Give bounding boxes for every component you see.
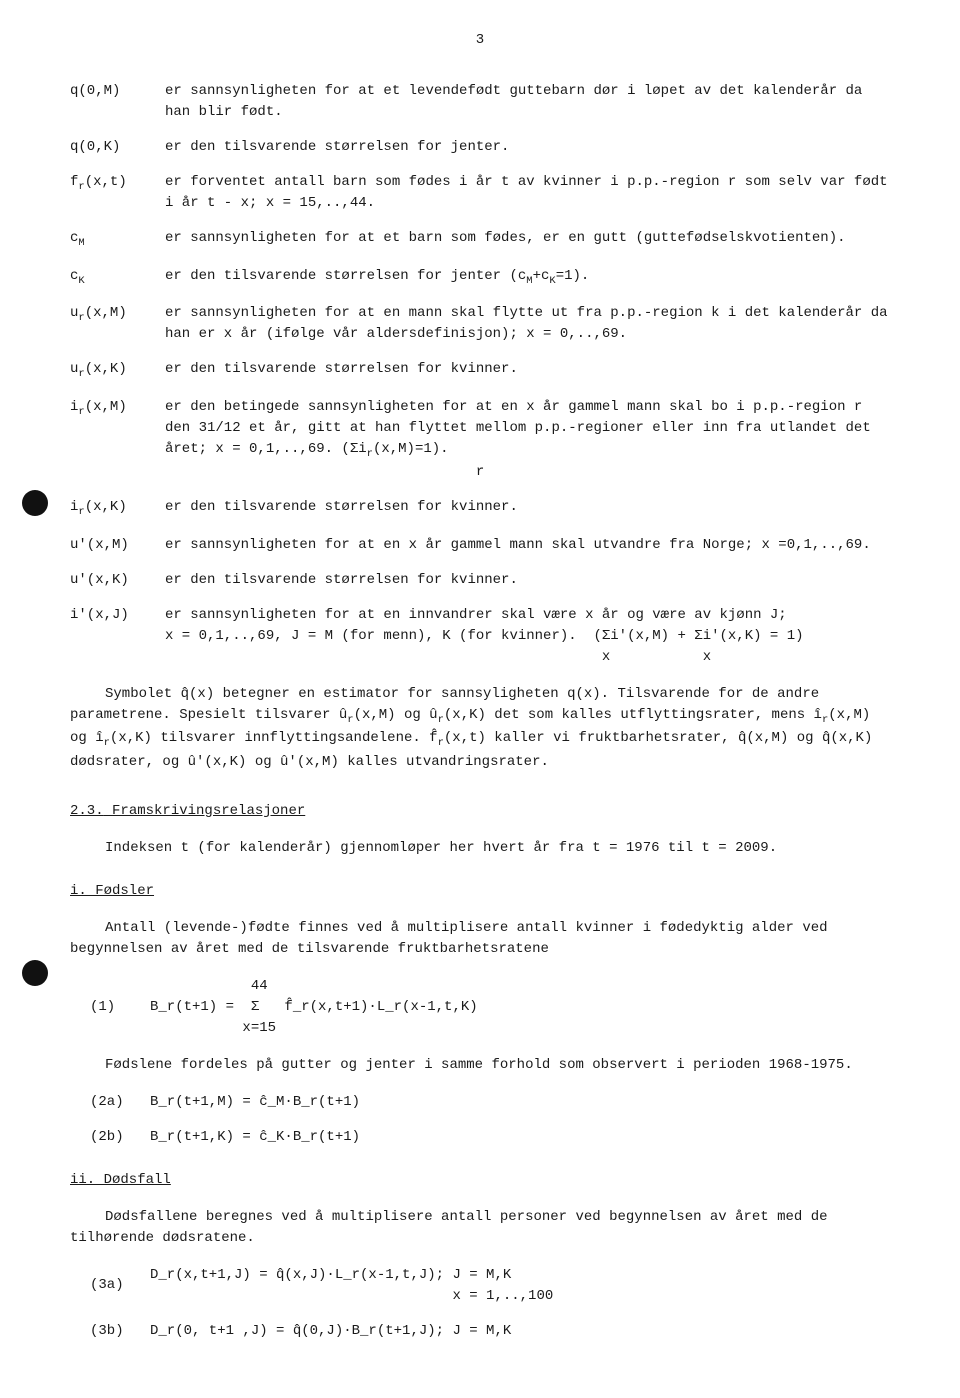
definition-symbol: cM bbox=[70, 228, 165, 252]
definition-symbol: fr(x,t) bbox=[70, 172, 165, 196]
page-number: 3 bbox=[70, 30, 890, 51]
definition-text: er den tilsvarende størrelsen for jenter… bbox=[165, 266, 890, 290]
definition-text: er den tilsvarende størrelsen for kvinne… bbox=[165, 359, 890, 380]
definition-symbol: u'(x,M) bbox=[70, 535, 165, 556]
equation-1: (1) 44 B_r(t+1) = Σ f̂_r(x,t+1)·L_r(x-1,… bbox=[90, 976, 890, 1039]
punch-hole-icon bbox=[22, 490, 48, 516]
definition-text: er sannsynligheten for at en innvandrer … bbox=[165, 605, 890, 668]
estimator-paragraph: Symbolet q̂(x) betegner en estimator for… bbox=[70, 684, 890, 773]
definition-symbol: cK bbox=[70, 266, 165, 290]
definition-symbol: q(0,K) bbox=[70, 137, 165, 158]
equation-body: D_r(x,t+1,J) = q̂(x,J)·L_r(x-1,t,J); J =… bbox=[150, 1265, 553, 1307]
definition-text: er sannsynligheten for at en mann skal f… bbox=[165, 303, 890, 345]
subsection-i-heading: i. Fødsler bbox=[70, 881, 890, 902]
definition-row: ur(x,M)er sannsynligheten for at en mann… bbox=[70, 303, 890, 345]
equation-number: (2b) bbox=[90, 1127, 150, 1148]
equation-2b: (2b) B_r(t+1,K) = ĉ_K·B_r(t+1) bbox=[90, 1127, 890, 1148]
definition-row: u'(x,K)er den tilsvarende størrelsen for… bbox=[70, 570, 890, 591]
definition-row: ur(x,K)er den tilsvarende størrelsen for… bbox=[70, 359, 890, 383]
section-intro: Indeksen t (for kalenderår) gjennomløper… bbox=[70, 838, 890, 859]
definition-row: ir(x,M)er den betingede sannsynligheten … bbox=[70, 397, 890, 484]
definition-row: fr(x,t)er forventet antall barn som føde… bbox=[70, 172, 890, 214]
subsection-i-para: Antall (levende-)fødte finnes ved å mult… bbox=[70, 918, 890, 960]
definition-symbol: ur(x,K) bbox=[70, 359, 165, 383]
subsection-ii-para: Dødsfallene beregnes ved å multiplisere … bbox=[70, 1207, 890, 1249]
equation-3b: (3b) D_r(0, t+1 ,J) = q̂(0,J)·B_r(t+1,J)… bbox=[90, 1321, 890, 1342]
definition-text: er sannsynligheten for at et levendefødt… bbox=[165, 81, 890, 123]
section-heading: 2.3. Framskrivingsrelasjoner bbox=[70, 801, 890, 822]
definition-text: er den tilsvarende størrelsen for kvinne… bbox=[165, 570, 890, 591]
punch-hole-icon bbox=[22, 960, 48, 986]
equation-body: B_r(t+1,M) = ĉ_M·B_r(t+1) bbox=[150, 1092, 360, 1113]
definitions-list: q(0,M)er sannsynligheten for at et leven… bbox=[70, 81, 890, 668]
definition-text: er den betingede sannsynligheten for at … bbox=[165, 397, 890, 484]
definition-row: cMer sannsynligheten for at et barn som … bbox=[70, 228, 890, 252]
definition-text: er sannsynligheten for at et barn som fø… bbox=[165, 228, 890, 249]
definition-text: er den tilsvarende størrelsen for kvinne… bbox=[165, 497, 890, 518]
equation-body: B_r(t+1,K) = ĉ_K·B_r(t+1) bbox=[150, 1127, 360, 1148]
definition-symbol: ur(x,M) bbox=[70, 303, 165, 327]
definition-text: er forventet antall barn som fødes i år … bbox=[165, 172, 890, 214]
definition-row: i'(x,J)er sannsynligheten for at en innv… bbox=[70, 605, 890, 668]
subsection-ii-heading: ii. Dødsfall bbox=[70, 1170, 890, 1191]
equation-2a: (2a) B_r(t+1,M) = ĉ_M·B_r(t+1) bbox=[90, 1092, 890, 1113]
definition-row: ir(x,K)er den tilsvarende størrelsen for… bbox=[70, 497, 890, 521]
section-title: Framskrivingsrelasjoner bbox=[112, 803, 305, 819]
equation-number: (2a) bbox=[90, 1092, 150, 1113]
section-number: 2.3. bbox=[70, 803, 104, 819]
after-eq1-para: Fødslene fordeles på gutter og jenter i … bbox=[70, 1055, 890, 1076]
definition-symbol: i'(x,J) bbox=[70, 605, 165, 626]
definition-row: q(0,K)er den tilsvarende størrelsen for … bbox=[70, 137, 890, 158]
definition-symbol: q(0,M) bbox=[70, 81, 165, 102]
definition-row: q(0,M)er sannsynligheten for at et leven… bbox=[70, 81, 890, 123]
equation-number: (3a) bbox=[90, 1275, 150, 1296]
definition-symbol: ir(x,M) bbox=[70, 397, 165, 421]
equation-number: (3b) bbox=[90, 1321, 150, 1342]
definition-symbol: ir(x,K) bbox=[70, 497, 165, 521]
definition-text: er sannsynligheten for at en x år gammel… bbox=[165, 535, 890, 556]
equation-3a: (3a) D_r(x,t+1,J) = q̂(x,J)·L_r(x-1,t,J)… bbox=[90, 1265, 890, 1307]
definition-row: u'(x,M)er sannsynligheten for at en x år… bbox=[70, 535, 890, 556]
definition-symbol: u'(x,K) bbox=[70, 570, 165, 591]
definition-text: er den tilsvarende størrelsen for jenter… bbox=[165, 137, 890, 158]
definition-row: cKer den tilsvarende størrelsen for jent… bbox=[70, 266, 890, 290]
equation-body: D_r(0, t+1 ,J) = q̂(0,J)·B_r(t+1,J); J =… bbox=[150, 1321, 511, 1342]
equation-number: (1) bbox=[90, 997, 150, 1018]
equation-body: 44 B_r(t+1) = Σ f̂_r(x,t+1)·L_r(x-1,t,K)… bbox=[150, 976, 478, 1039]
